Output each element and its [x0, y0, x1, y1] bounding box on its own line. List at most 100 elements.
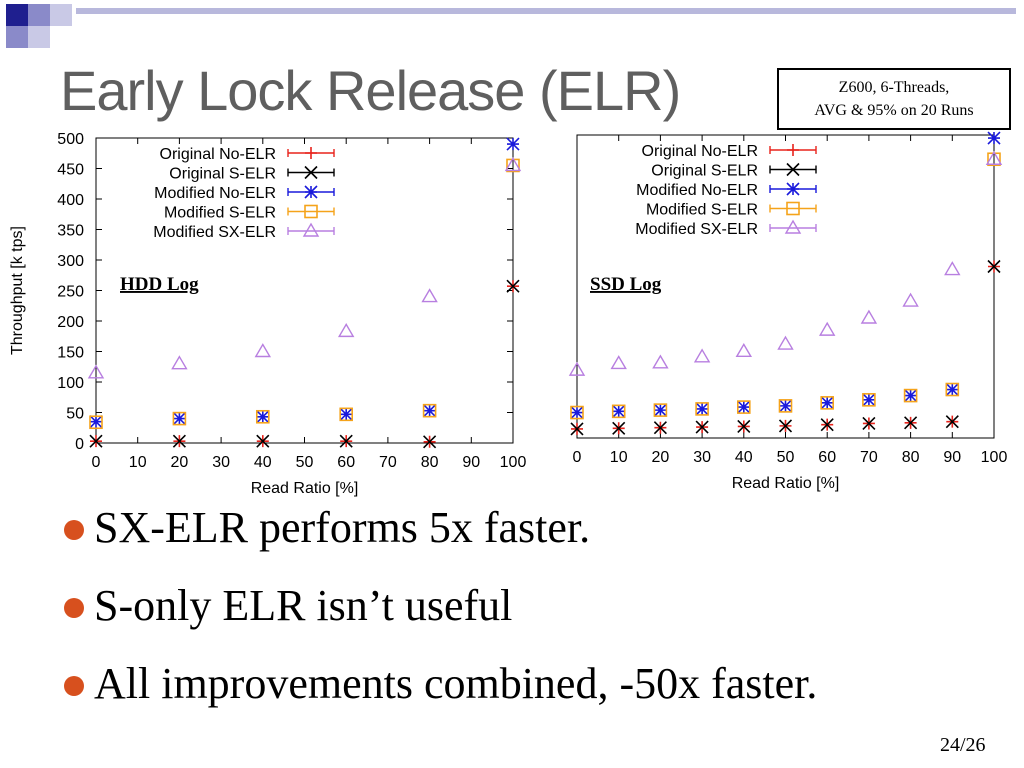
data-point — [904, 416, 918, 430]
x-tick-label: 0 — [92, 454, 101, 471]
data-point — [255, 409, 270, 424]
y-tick-label: 500 — [57, 131, 84, 148]
data-point — [171, 355, 188, 370]
x-tick-label: 80 — [902, 449, 920, 466]
x-tick-label: 70 — [860, 449, 878, 466]
x-axis-label: Read Ratio [%] — [732, 475, 840, 492]
data-point — [337, 322, 355, 338]
y-tick-label: 350 — [57, 223, 84, 240]
x-tick-label: 50 — [777, 449, 795, 466]
data-point — [862, 393, 876, 407]
decor-square — [6, 26, 28, 48]
bullet-text: SX-ELR performs 5x faster. — [94, 503, 591, 552]
data-point — [423, 435, 437, 449]
data-point — [652, 354, 669, 369]
decor-square — [28, 26, 50, 48]
legend-entry: Modified S-ELR — [164, 205, 276, 222]
hdd-log-chart: 0 10 20 30 40 50 60 70 80 90 100 0 50 100 150 200 250 300… — [9, 131, 527, 497]
data-point — [778, 399, 793, 413]
legend-marker — [784, 219, 802, 234]
data-point — [693, 348, 711, 363]
data-point — [421, 288, 438, 303]
data-point — [172, 434, 186, 448]
x-tick-label: 100 — [500, 454, 527, 471]
decorative-header-bar — [6, 4, 1016, 48]
x-tick-label: 100 — [981, 449, 1008, 466]
legend-marker — [786, 201, 800, 216]
ssd-log-chart: 0 10 20 30 40 50 60 70 80 90 100 Read Ratio [%] SSD … — [568, 131, 1008, 492]
data-point — [987, 131, 1001, 145]
data-point — [904, 389, 918, 403]
legend-marker — [786, 162, 800, 177]
bullet-text: S-only ELR isn’t useful — [94, 581, 513, 630]
x-axis-label: Read Ratio [%] — [251, 480, 359, 497]
y-tick-label: 150 — [57, 345, 84, 362]
data-point — [87, 364, 105, 379]
bullet-item: All improvements combined, -50x faster. — [60, 658, 817, 736]
x-tick-label: 20 — [652, 449, 670, 466]
legend-marker — [787, 144, 799, 156]
x-tick-label: 60 — [337, 454, 355, 471]
data-point — [820, 396, 834, 410]
bullet-list: SX-ELR performs 5x faster. S-only ELR is… — [60, 502, 817, 736]
x-tick-label: 30 — [693, 449, 711, 466]
x-tick-label: 40 — [735, 449, 753, 466]
data-point — [778, 399, 793, 413]
data-point — [777, 335, 794, 350]
data-point — [945, 415, 959, 429]
legend-entry: Modified SX-ELR — [635, 221, 758, 238]
legend-entry: Original No-ELR — [160, 146, 276, 163]
bullet-dot-icon — [64, 598, 84, 618]
data-point — [570, 405, 584, 420]
data-point — [653, 421, 667, 435]
data-point — [89, 434, 103, 448]
bullet-dot-icon — [64, 676, 84, 696]
data-point — [653, 403, 667, 417]
data-point — [737, 400, 751, 414]
note-line-1: Z600, 6-Threads, — [838, 79, 950, 96]
data-point — [818, 321, 836, 336]
y-tick-label: 50 — [66, 406, 84, 423]
data-point — [820, 418, 834, 432]
bullet-text: All improvements combined, -50x faster. — [94, 659, 818, 708]
data-point — [339, 434, 353, 448]
note-line-2: AVG & 95% on 20 Runs — [814, 102, 974, 119]
legend-marker — [786, 182, 800, 196]
x-tick-label: 90 — [943, 449, 961, 466]
data-point — [254, 343, 272, 358]
data-point — [89, 415, 103, 430]
bullet-dot-icon — [64, 520, 84, 540]
data-point — [506, 137, 520, 151]
page-number: 24/26 — [940, 734, 986, 756]
y-tick-label: 250 — [57, 284, 84, 301]
data-point — [902, 292, 919, 307]
data-point — [422, 403, 437, 418]
data-point — [423, 404, 437, 418]
y-tick-label: 0 — [75, 436, 84, 453]
y-tick-label: 450 — [57, 162, 84, 179]
data-point — [568, 361, 586, 376]
data-point — [89, 415, 103, 429]
x-tick-label: 60 — [818, 449, 836, 466]
legend-entry: Modified No-ELR — [636, 182, 758, 199]
data-point — [985, 150, 1003, 165]
legend-entry: Original S-ELR — [651, 163, 758, 180]
data-point — [610, 355, 627, 370]
data-point — [256, 434, 270, 448]
decor-line — [76, 8, 1016, 14]
x-tick-label: 10 — [610, 449, 628, 466]
legend-marker — [304, 165, 318, 180]
data-point — [903, 388, 918, 403]
x-tick-label: 70 — [379, 454, 397, 471]
data-point — [987, 259, 1001, 274]
data-point — [737, 400, 751, 414]
x-tick-label: 50 — [296, 454, 314, 471]
legend-marker — [304, 185, 318, 199]
x-tick-label: 10 — [129, 454, 147, 471]
legend-marker — [304, 204, 318, 219]
data-point — [945, 382, 960, 397]
slide-title: Early Lock Release (ELR) — [60, 59, 681, 122]
y-tick-label: 200 — [57, 314, 84, 331]
data-point — [862, 393, 876, 407]
data-point — [504, 157, 522, 172]
